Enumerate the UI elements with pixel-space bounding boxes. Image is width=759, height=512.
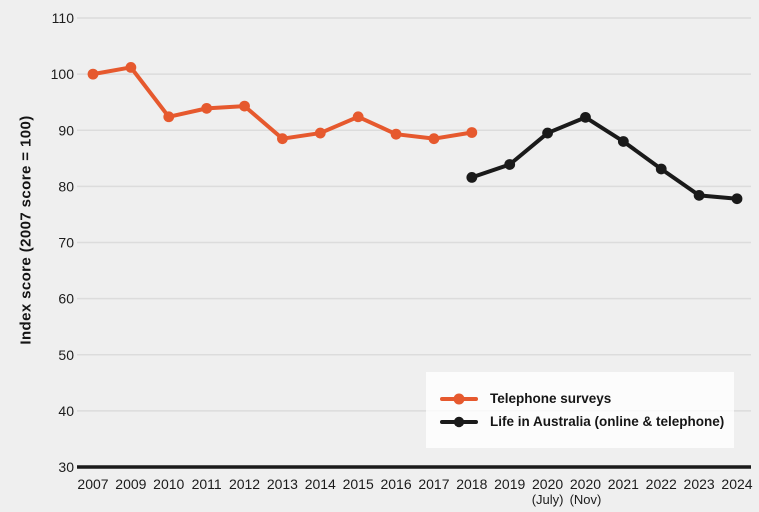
x-tick-sublabel: (July) (532, 492, 564, 507)
data-point-telephone (277, 133, 288, 145)
x-tick-label: 2021 (608, 476, 639, 492)
x-tick-label: 2024 (721, 476, 752, 492)
x-tick-label: 2015 (343, 476, 374, 492)
data-point-telephone (87, 68, 99, 80)
x-tick-label: 2012 (229, 476, 260, 492)
x-tick-label: 2020 (570, 476, 601, 492)
data-point-life-in-australia (617, 136, 629, 147)
y-tick-label: 100 (51, 66, 75, 82)
x-tick-label: 2018 (456, 476, 487, 492)
data-point-life-in-australia (580, 111, 591, 123)
x-tick-label: 2016 (380, 476, 411, 492)
data-point-telephone (352, 111, 364, 123)
data-point-telephone (428, 133, 440, 145)
x-tick-label: 2014 (305, 476, 336, 492)
legend: Telephone surveys Life in Australia (onl… (426, 372, 734, 448)
x-tick-label: 2013 (267, 476, 298, 492)
legend-label: Life in Australia (online & telephone) (490, 414, 725, 429)
x-tick-label: 2017 (418, 476, 449, 492)
y-tick-label: 90 (58, 122, 74, 138)
y-tick-label: 50 (58, 347, 74, 363)
y-axis-label: Index score (2007 score = 100) (17, 115, 35, 345)
x-tick-label: 2022 (646, 476, 677, 492)
y-tick-label: 30 (58, 459, 74, 475)
data-point-life-in-australia (693, 189, 705, 201)
series-line-telephone (91, 65, 474, 141)
x-tick-label: 2020 (532, 476, 563, 492)
x-tick-label: 2009 (115, 476, 146, 492)
y-tick-label: 40 (58, 403, 74, 419)
legend-label: Telephone surveys (490, 391, 612, 406)
data-point-telephone (125, 61, 137, 73)
x-tick-label: 2019 (494, 476, 525, 492)
data-point-telephone (314, 127, 326, 139)
x-tick-label: 2023 (684, 476, 715, 492)
y-tick-label: 70 (58, 235, 74, 251)
data-point-telephone (390, 128, 402, 140)
x-tick-sublabel: (Nov) (570, 492, 602, 507)
x-tick-label: 2010 (153, 476, 184, 492)
data-point-telephone (239, 100, 250, 112)
data-point-telephone (163, 111, 175, 123)
data-point-life-in-australia (655, 163, 667, 175)
data-point-life-in-australia (466, 171, 478, 183)
y-tick-label: 80 (58, 178, 74, 194)
data-point-life-in-australia (542, 127, 553, 139)
x-tick-label: 2011 (192, 476, 222, 492)
x-tick-label: 2007 (77, 476, 108, 492)
data-point-telephone (201, 102, 213, 114)
legend-swatch-line-dot-icon (440, 393, 478, 404)
y-tick-label: 110 (52, 10, 75, 26)
data-point-life-in-australia (504, 159, 516, 170)
data-point-life-in-australia (731, 193, 743, 205)
legend-item-life-in-australia: Life in Australia (online & telephone) (440, 414, 734, 430)
data-point-telephone (466, 127, 478, 138)
y-tick-label: 60 (58, 291, 74, 307)
series-line-life-in-australia (469, 115, 739, 201)
legend-swatch-line-dot-icon (440, 416, 478, 427)
legend-item-telephone-surveys: Telephone surveys (440, 391, 734, 407)
